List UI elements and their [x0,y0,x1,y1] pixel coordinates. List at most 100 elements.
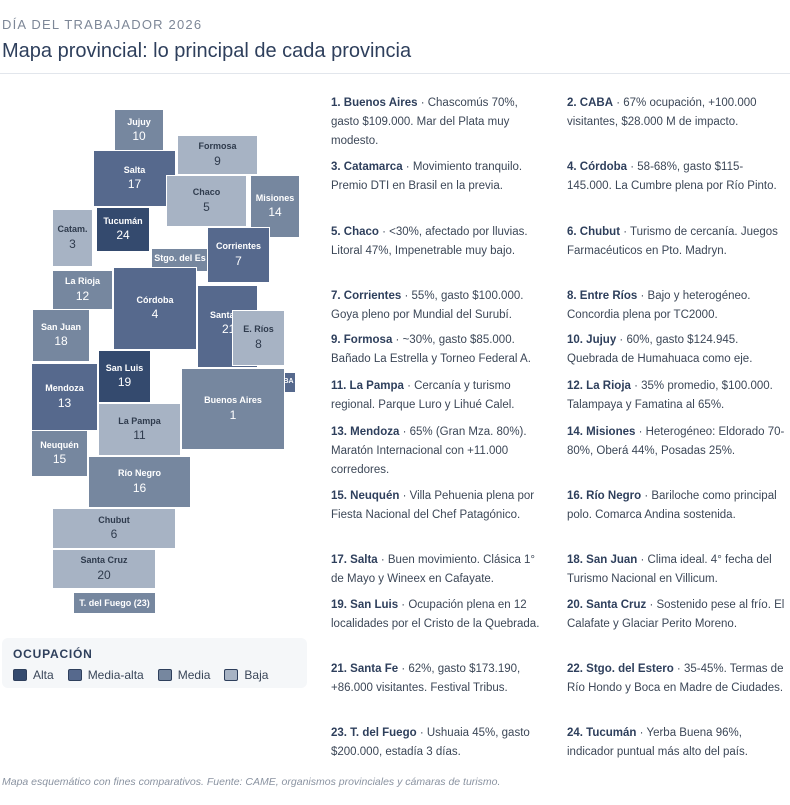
province-rank: 11 [133,428,146,443]
entry-text: · Sostenido pese al frío. El Calafate y … [567,599,785,630]
province-rio-negro[interactable]: Río Negro 16 [88,456,191,508]
entry-corrientes: 7. Corrientes · 55%, gasto $100.000. Goy… [331,287,549,325]
entry-text: · Clima ideal. 4° fecha del Turismo Naci… [567,554,772,585]
province-formosa[interactable]: Formosa 9 [177,135,258,175]
legend-swatch [13,669,27,681]
province-la-rioja[interactable]: La Rioja 12 [52,270,113,310]
province-santa-cruz[interactable]: Santa Cruz 20 [52,549,156,589]
entry-caba: 2. CABA · 67% ocupación, +100.000 visita… [567,94,785,132]
province-name: Mendoza [45,383,84,394]
entry-head: 16. Río Negro [567,490,642,502]
province-rank: 17 [127,177,142,192]
entry-tucuman: 24. Tucumán · Yerba Buena 96%, indicador… [567,724,785,762]
entry-tierra-del-fuego: 23. T. del Fuego · Ushuaia 45%, gasto $2… [331,724,549,762]
legend-label: Media [177,668,211,682]
entry-rio-negro: 16. Río Negro · Bariloche como principal… [567,487,785,525]
legend-swatch [157,669,172,681]
province-name: Tucumán [103,215,143,226]
entry-head: 21. Santa Fe [331,663,399,675]
entry-buenos-aires: 1. Buenos Aires · Chascomús 70%, gasto $… [331,94,549,151]
entry-head: 3. Catamarca [331,161,403,173]
entry-neuquen: 15. Neuquén · Villa Pehuenia plena por F… [331,487,549,525]
entry-text: · Buen movimiento. Clásica 1° de Mayo y … [331,554,536,585]
province-san-juan[interactable]: San Juan 18 [32,309,90,362]
province-catamarca[interactable]: Catam. 3 [52,209,93,267]
entry-text: · ~30%, gasto $85.000. Bañado La Estrell… [331,334,531,365]
entry-text: · 67% ocupación, +100.000 visitantes, $2… [567,97,757,128]
legend-item-media: Media [157,668,211,682]
province-name: Chaco [192,187,221,198]
entry-formosa: 9. Formosa · ~30%, gasto $85.000. Bañado… [331,331,549,369]
legend-label: Baja [244,668,269,682]
entry-cordoba: 4. Córdoba · 58-68%, gasto $115-145.000.… [567,158,785,196]
entry-la-pampa: 11. La Pampa · Cercanía y turismo region… [331,377,549,415]
province-salta[interactable]: Salta 17 [93,150,176,207]
province-corrientes[interactable]: Corrientes 7 [207,227,270,283]
entry-head: 20. Santa Cruz [567,599,647,611]
province-mendoza[interactable]: Mendoza 13 [31,363,98,431]
province-neuquen[interactable]: Neuquén 15 [31,430,88,477]
province-name: Chubut [98,514,130,525]
province-name: Santa Fe [210,310,248,320]
entry-entre-rios: 8. Entre Ríos · Bajo y heterogéneo. Conc… [567,287,785,325]
entry-santa-fe: 21. Santa Fe · 62%, gasto $173.190, +86.… [331,660,549,698]
province-name: Córdoba [136,294,174,305]
legend-items: Alta Media-alta Media Baja [13,668,268,682]
province-name: T. del Fuego (23) [79,597,150,608]
province-tucuman[interactable]: Tucumán 24 [96,207,150,252]
province-name: La Pampa [118,415,161,426]
province-tierra-del-fuego[interactable]: T. del Fuego (23) [73,592,156,614]
entry-text: · Bariloche como principal polo. Comarca… [567,490,777,521]
entry-catamarca: 3. Catamarca · Movimiento tranquilo. Pre… [331,158,549,196]
entry-head: 1. Buenos Aires [331,97,418,109]
province-name: La Rioja [64,276,100,287]
province-la-pampa[interactable]: La Pampa 11 [98,403,181,456]
province-rank: 6 [110,527,118,542]
legend-title: OCUPACIÓN [13,647,93,661]
province-rank: 15 [52,452,67,467]
province-name: Corrientes [215,241,261,252]
legend-label: Alta [33,668,54,682]
province-san-luis[interactable]: San Luis 19 [98,350,151,403]
entry-head: 4. Córdoba [567,161,628,173]
entry-head: 15. Neuquén [331,490,400,502]
province-name: Stgo. del Es [154,253,206,263]
entry-text: · <30%, afectado por lluvias. Litoral 47… [331,226,528,257]
entry-san-juan: 18. San Juan · Clima ideal. 4° fecha del… [567,551,785,589]
entry-text: · 62%, gasto $173.190, +86.000 visitante… [331,663,521,694]
entry-jujuy: 10. Jujuy · 60%, gasto $124.945. Quebrad… [567,331,785,369]
province-jujuy[interactable]: Jujuy 10 [114,109,164,152]
province-entre-rios[interactable]: E. Ríos 8 [232,310,285,366]
province-name: Catam. [57,224,88,235]
entry-text: · 55%, gasto $100.000. Goya pleno por Mu… [331,290,524,321]
entry-head: 14. Misiones [567,426,636,438]
source-footer: Mapa esquemático con fines comparativos.… [2,776,501,788]
province-rank: 9 [214,153,221,168]
entry-text: · Cercanía y turismo regional. Parque Lu… [331,380,515,411]
entry-head: 18. San Juan [567,554,638,566]
province-rank: 4 [151,307,159,322]
entry-chaco: 5. Chaco · <30%, afectado por lluvias. L… [331,223,549,261]
entry-text: · Turismo de cercanía. Juegos Farmacéuti… [567,226,778,257]
province-buenos-aires[interactable]: Buenos Aires 1 [181,368,285,450]
province-name: San Juan [40,321,81,332]
entry-head: 8. Entre Ríos [567,290,638,302]
legend-item-baja: Baja [224,668,268,682]
legend-item-alta: Alta [13,668,54,682]
province-cordoba[interactable]: Córdoba 4 [113,267,197,350]
entry-text: · Chascomús 70%, gasto $109.000. Mar del… [331,97,518,147]
entry-head: 17. Salta [331,554,378,566]
province-chaco[interactable]: Chaco 5 [166,175,247,227]
entry-head: 23. T. del Fuego [331,727,417,739]
entry-head: 9. Formosa [331,334,393,346]
province-rank: 5 [203,199,210,214]
province-name: Salta [123,164,146,175]
province-chubut[interactable]: Chubut 6 [52,508,176,549]
province-name: Formosa [198,141,237,152]
entry-head: 12. La Rioja [567,380,631,392]
entry-head: 19. San Luis [331,599,399,611]
entry-text: · 60%, gasto $124.945. Quebrada de Humah… [567,334,753,365]
legend-item-media-alta: Media-alta [67,668,144,682]
province-rank: 13 [57,395,72,410]
header-kicker: DÍA DEL TRABAJADOR 2026 [2,17,203,32]
